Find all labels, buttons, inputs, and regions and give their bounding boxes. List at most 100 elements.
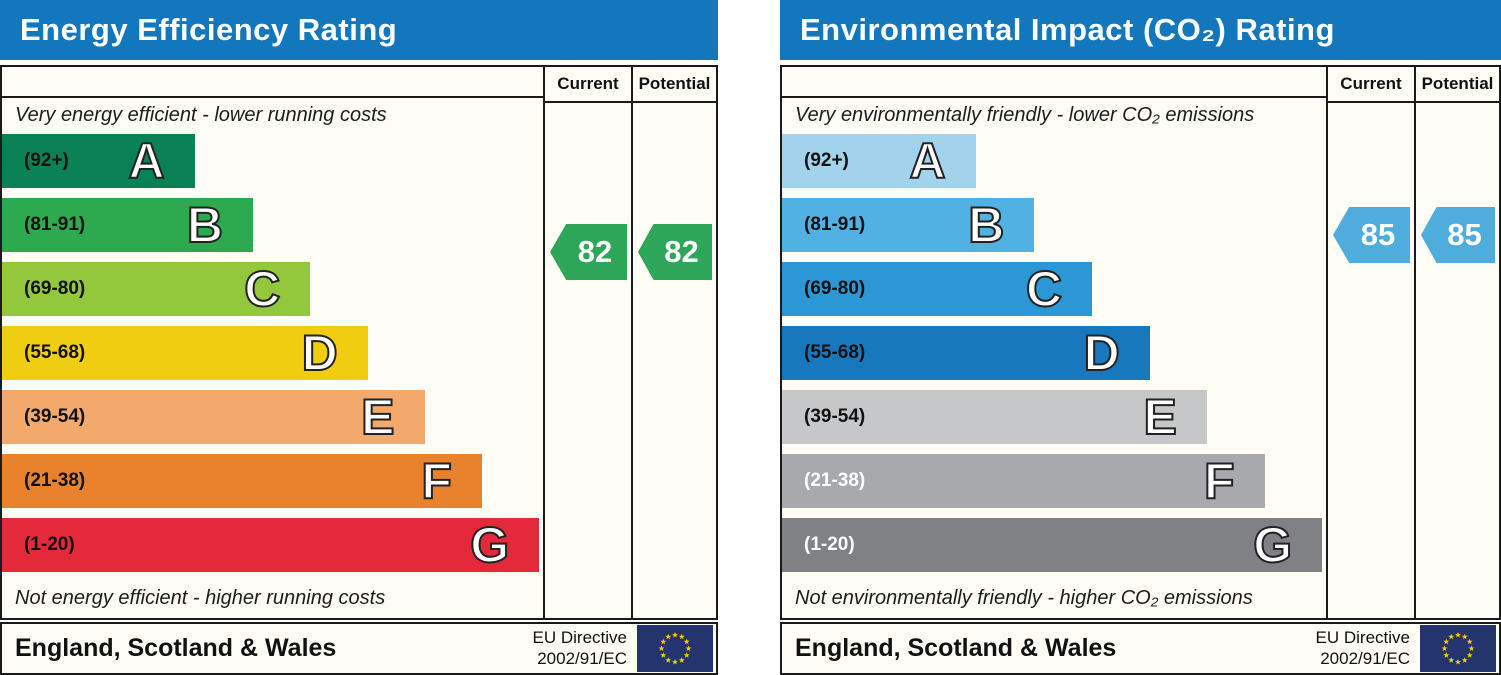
- environment-potential-header: Potential: [1416, 67, 1499, 103]
- energy-current-cell: 82: [545, 103, 631, 618]
- band-range-label: (92+): [804, 150, 849, 171]
- energy-scale-column: Very energy efficient - lower running co…: [2, 67, 543, 618]
- eu-directive-line2: 2002/91/EC: [537, 648, 627, 668]
- energy-efficiency-panel: Energy Efficiency Rating Very energy eff…: [0, 0, 718, 675]
- band-row-a: (92+) A: [782, 133, 1326, 198]
- energy-eu-directive-label: EU Directive 2002/91/EC: [533, 628, 627, 669]
- band-row-e: (39-54) E: [782, 389, 1326, 454]
- energy-potential-cell: 82: [633, 103, 716, 618]
- band-bar-f: (21-38) F: [782, 453, 1265, 509]
- band-bar-c: (69-80) C: [2, 261, 311, 317]
- band-letter-f: F: [1203, 453, 1236, 509]
- band-letter-a: A: [127, 133, 165, 189]
- band-range-label: (92+): [24, 150, 69, 171]
- environment-scale-body: Very environmentally friendly - lower CO…: [782, 98, 1326, 618]
- band-letter-b: B: [967, 197, 1005, 253]
- eu-flag-icon: [637, 625, 713, 672]
- energy-current-column: Current 82: [543, 67, 631, 618]
- band-range-label: (21-38): [804, 470, 866, 491]
- environment-current-column: Current 85: [1326, 67, 1414, 618]
- band-row-d: (55-68) D: [782, 325, 1326, 390]
- band-letter-c: C: [1025, 261, 1063, 317]
- band-bar-c: (69-80) C: [782, 261, 1093, 317]
- band-letter-a: A: [909, 133, 947, 189]
- band-bar-a: (92+) A: [2, 133, 195, 189]
- energy-current-value: 82: [577, 234, 613, 269]
- energy-scale-body: Very energy efficient - lower running co…: [2, 98, 543, 618]
- energy-bottom-caption: Not energy efficient - higher running co…: [15, 586, 386, 609]
- environment-potential-value: 85: [1447, 217, 1482, 252]
- band-bar-d: (55-68) D: [782, 325, 1150, 381]
- band-row-c: (69-80) C: [2, 261, 543, 326]
- band-range-label: (81-91): [804, 214, 866, 235]
- band-range-label: (55-68): [24, 342, 86, 363]
- band-letter-e: E: [1142, 389, 1177, 445]
- band-bar-a: (92+) A: [782, 133, 976, 189]
- band-row-g: (1-20) G: [2, 517, 543, 582]
- band-bar-g: (1-20) G: [782, 517, 1323, 573]
- energy-bands: (92+) A (81-91) B (69-80) C (55-68) D (39-54) E (2…: [2, 133, 543, 582]
- energy-rating-table: Very energy efficient - lower running co…: [0, 65, 718, 620]
- band-row-g: (1-20) G: [782, 517, 1326, 582]
- band-row-f: (21-38) F: [782, 453, 1326, 518]
- band-row-c: (69-80) C: [782, 261, 1326, 326]
- band-row-f: (21-38) F: [2, 453, 543, 518]
- energy-title-bar: Energy Efficiency Rating: [0, 0, 718, 60]
- band-row-b: (81-91) B: [782, 197, 1326, 262]
- environment-potential-column: Potential 85: [1414, 67, 1499, 618]
- eu-directive-line1: EU Directive: [1315, 628, 1410, 648]
- band-letter-b: B: [186, 197, 224, 253]
- band-letter-d: D: [1083, 325, 1121, 381]
- band-range-label: (21-38): [24, 470, 86, 491]
- energy-potential-arrow: 82: [638, 224, 712, 280]
- band-letter-e: E: [360, 389, 395, 445]
- environment-title-bar: Environmental Impact (CO₂) Rating: [780, 0, 1501, 60]
- environment-top-caption: Very environmentally friendly - lower CO…: [795, 103, 1255, 126]
- environment-potential-cell: 85: [1416, 103, 1499, 618]
- environment-current-arrow: 85: [1333, 207, 1410, 263]
- eu-flag-icon: [1420, 625, 1496, 672]
- environment-bottom-caption: Not environmentally friendly - higher CO…: [795, 586, 1253, 609]
- band-range-label: (1-20): [804, 534, 855, 555]
- eu-directive-line2: 2002/91/EC: [1320, 648, 1410, 668]
- band-bar-f: (21-38) F: [2, 453, 482, 509]
- environment-eu-directive-label: EU Directive 2002/91/EC: [1316, 628, 1410, 669]
- environment-title: Environmental Impact (CO₂) Rating: [800, 12, 1335, 47]
- band-bar-d: (55-68) D: [2, 325, 368, 381]
- environment-current-value: 85: [1360, 217, 1396, 252]
- environment-potential-arrow: 85: [1421, 207, 1495, 263]
- band-letter-g: G: [1252, 517, 1293, 573]
- environment-current-header: Current: [1328, 67, 1414, 103]
- energy-current-header: Current: [545, 67, 631, 103]
- band-letter-g: G: [469, 517, 510, 573]
- band-range-label: (69-80): [804, 278, 866, 299]
- band-letter-f: F: [420, 453, 453, 509]
- band-bar-e: (39-54) E: [782, 389, 1207, 445]
- energy-region-label: England, Scotland & Wales: [15, 634, 337, 662]
- energy-footer: England, Scotland & Wales EU Directive 2…: [0, 622, 718, 675]
- energy-current-arrow: 82: [550, 224, 627, 280]
- band-bar-b: (81-91) B: [782, 197, 1035, 253]
- environment-current-cell: 85: [1328, 103, 1414, 618]
- environmental-impact-panel: Environmental Impact (CO₂) Rating Very e…: [780, 0, 1501, 675]
- energy-potential-column: Potential 82: [631, 67, 716, 618]
- band-range-label: (69-80): [24, 278, 86, 299]
- band-bar-e: (39-54) E: [2, 389, 425, 445]
- energy-scale-header-spacer: [2, 67, 543, 98]
- energy-potential-header: Potential: [633, 67, 716, 103]
- band-bar-b: (81-91) B: [2, 197, 254, 253]
- band-range-label: (39-54): [804, 406, 866, 427]
- band-row-e: (39-54) E: [2, 389, 543, 454]
- band-row-b: (81-91) B: [2, 197, 543, 262]
- energy-potential-value: 82: [664, 234, 699, 269]
- band-range-label: (1-20): [24, 534, 75, 555]
- band-range-label: (39-54): [24, 406, 86, 427]
- energy-top-caption: Very energy efficient - lower running co…: [15, 103, 387, 126]
- environment-footer: England, Scotland & Wales EU Directive 2…: [780, 622, 1501, 675]
- band-letter-d: D: [301, 325, 339, 381]
- environment-scale-header-spacer: [782, 67, 1326, 98]
- band-row-d: (55-68) D: [2, 325, 543, 390]
- environment-region-label: England, Scotland & Wales: [795, 634, 1117, 662]
- environment-scale-column: Very environmentally friendly - lower CO…: [782, 67, 1326, 618]
